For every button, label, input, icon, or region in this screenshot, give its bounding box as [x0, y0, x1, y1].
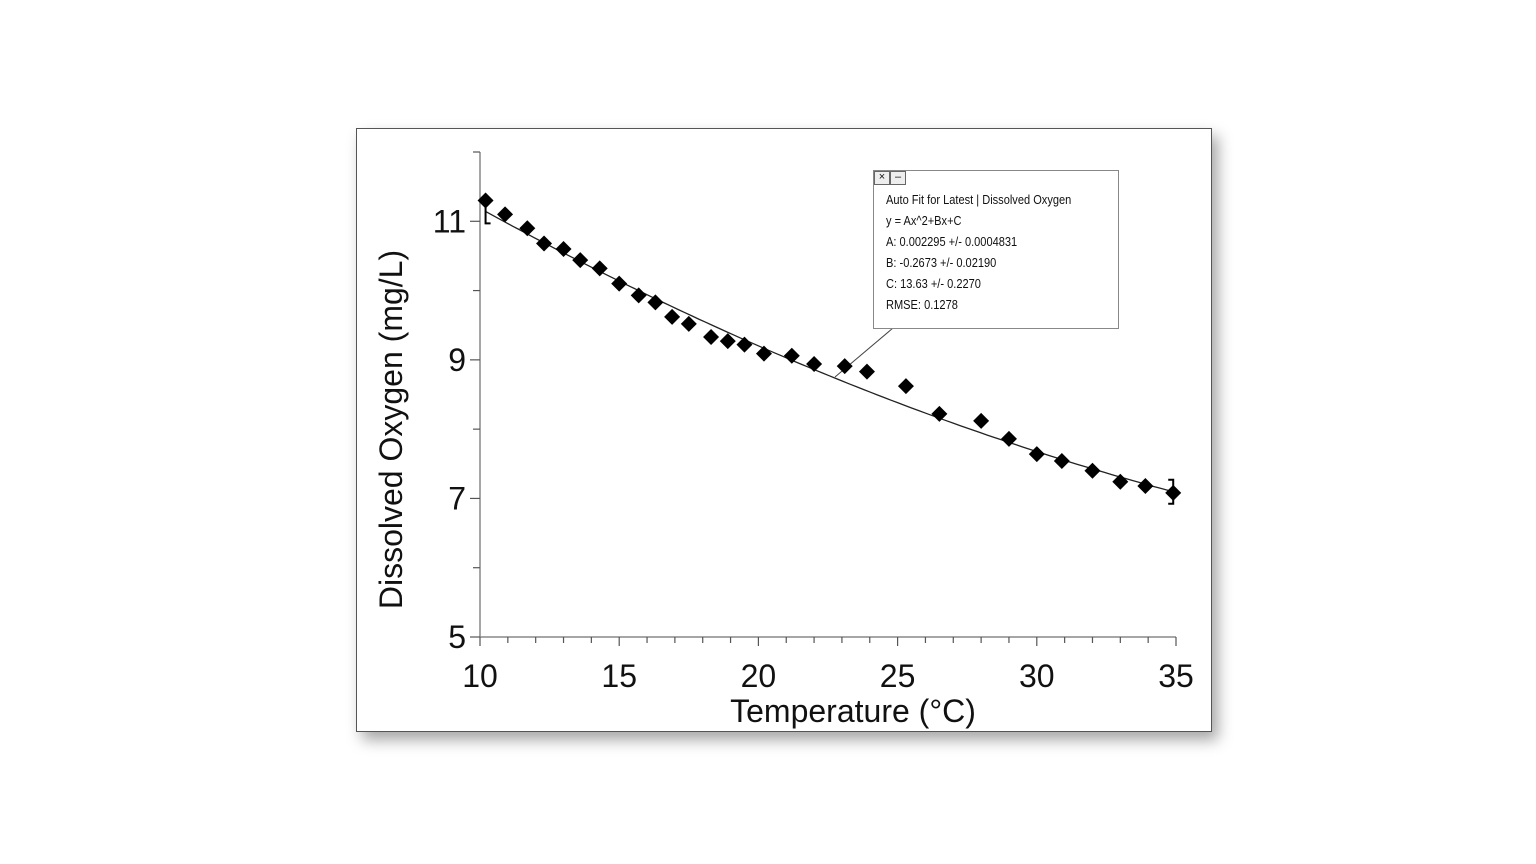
- curve-fit-annotation[interactable]: × – Auto Fit for Latest | Dissolved Oxyg…: [873, 170, 1119, 329]
- fit-rmse: RMSE: 0.1278: [886, 297, 958, 312]
- x-tick-label: 20: [741, 658, 777, 694]
- data-point: [897, 378, 914, 395]
- data-point: [664, 308, 681, 325]
- data-point: [555, 241, 572, 257]
- y-axis-label: Dissolved Oxygen (mg/L): [373, 250, 409, 609]
- data-point: [1112, 473, 1129, 490]
- data-point: [536, 235, 553, 252]
- data-point: [1137, 477, 1154, 494]
- x-tick-label: 15: [601, 658, 637, 694]
- y-tick-label: 5: [448, 619, 466, 655]
- data-point: [858, 363, 875, 380]
- data-point: [973, 412, 990, 429]
- data-point: [1053, 453, 1070, 470]
- data-point: [783, 347, 800, 364]
- data-point: [1000, 430, 1017, 447]
- x-tick-label: 30: [1019, 658, 1055, 694]
- minimize-icon[interactable]: –: [890, 171, 906, 185]
- data-point: [572, 252, 589, 269]
- x-tick-label: 10: [462, 658, 498, 694]
- fit-equation: y = Ax^2+Bx+C: [886, 213, 962, 228]
- y-tick-label: 11: [433, 203, 466, 239]
- fit-coef-b: B: -0.2673 +/- 0.02190: [886, 255, 997, 270]
- data-point: [497, 206, 514, 223]
- fit-coef-c: C: 13.63 +/- 0.2270: [886, 276, 981, 291]
- x-tick-label: 35: [1158, 658, 1194, 694]
- y-tick-label: 7: [448, 480, 466, 516]
- data-point: [1084, 462, 1101, 479]
- data-point: [519, 220, 536, 237]
- fit-coef-a: A: 0.002295 +/- 0.0004831: [886, 234, 1018, 249]
- data-point: [806, 356, 823, 373]
- y-tick-label: 9: [448, 342, 466, 378]
- data-point: [591, 260, 608, 277]
- data-point: [719, 333, 736, 350]
- data-point: [836, 358, 853, 375]
- x-axis-label: Temperature (°C): [730, 693, 976, 729]
- data-point: [611, 275, 628, 292]
- data-point: [703, 328, 720, 345]
- fit-title: Auto Fit for Latest | Dissolved Oxygen: [886, 192, 1072, 207]
- close-icon[interactable]: ×: [874, 171, 890, 185]
- data-point: [1028, 446, 1045, 463]
- data-point: [736, 336, 753, 353]
- data-point: [477, 192, 494, 209]
- data-point: [630, 287, 647, 304]
- data-point: [755, 345, 772, 362]
- data-point: [647, 294, 664, 311]
- x-tick-label: 25: [880, 658, 916, 694]
- data-point: [931, 405, 948, 422]
- data-point: [680, 315, 697, 332]
- data-point: [1165, 484, 1182, 501]
